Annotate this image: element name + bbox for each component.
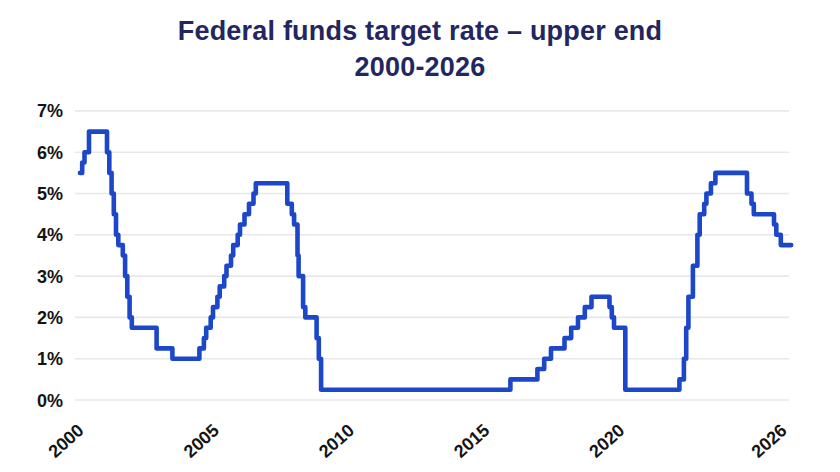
y-tick-label: 0% — [37, 391, 63, 411]
x-tick-label: 2010 — [315, 420, 358, 462]
y-tick-label: 3% — [37, 267, 63, 287]
y-tick-label: 4% — [37, 225, 63, 245]
x-tick-label: 2005 — [180, 420, 223, 462]
line-chart: 0% 1% 2% 3% 4% 5% 6% 7% 2000 2005 2010 2015 2020 2026 — [0, 0, 840, 472]
x-tick-label: 2020 — [585, 420, 628, 462]
chart-container: Federal funds target rate – upper end 20… — [0, 0, 840, 472]
x-tick-label: 2015 — [450, 420, 493, 462]
y-tick-label: 6% — [37, 143, 63, 163]
y-tick-label: 1% — [37, 349, 63, 369]
rate-line-series — [80, 132, 791, 390]
x-tick-label: 2000 — [45, 420, 88, 462]
x-tick-label: 2026 — [748, 420, 791, 462]
y-tick-label: 5% — [37, 184, 63, 204]
y-tick-label: 2% — [37, 308, 63, 328]
y-tick-label: 7% — [37, 101, 63, 121]
